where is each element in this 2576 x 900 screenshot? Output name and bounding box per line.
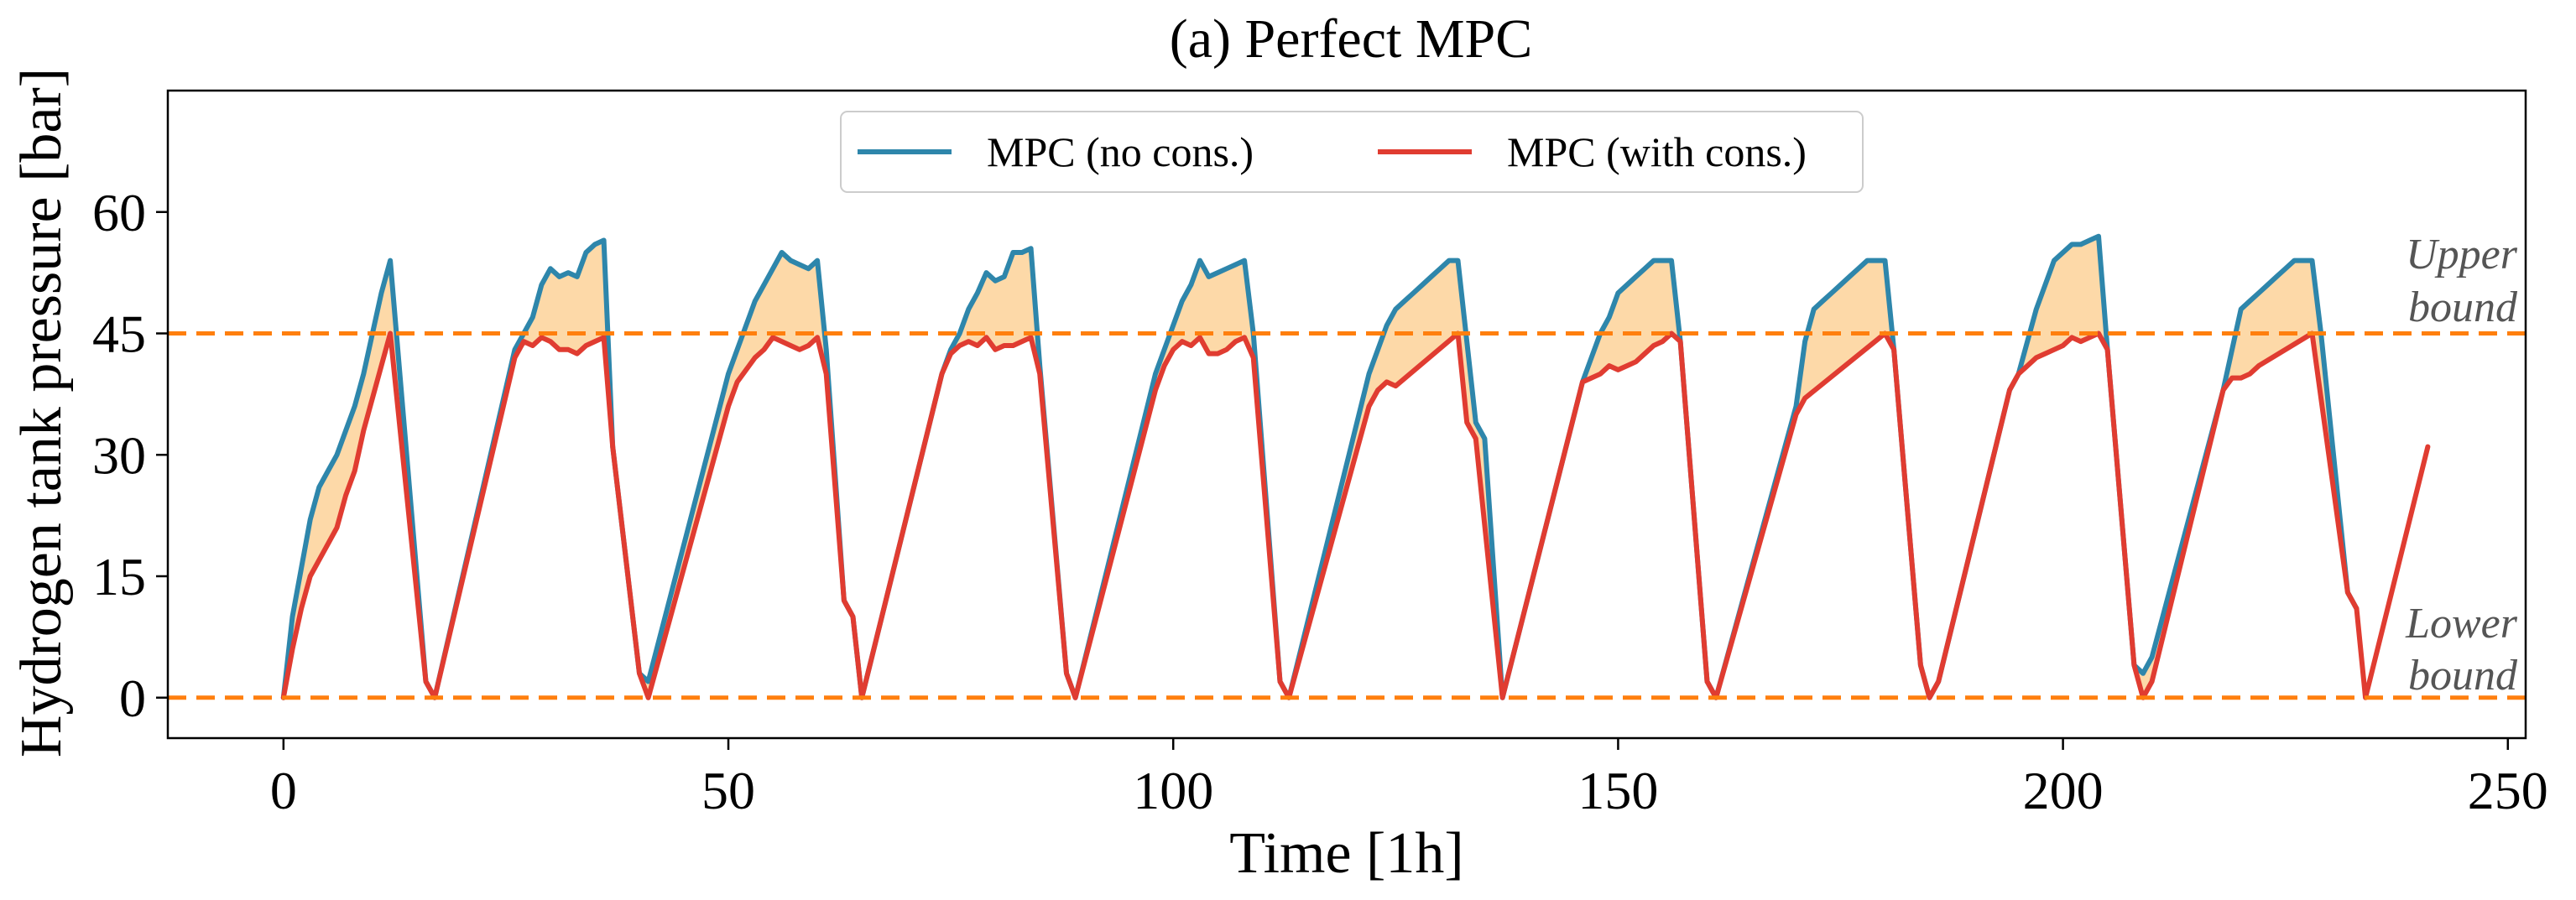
bound-labels: Upper bound Lower bound (2405, 231, 2518, 700)
y-tick-label: 30 (92, 425, 146, 485)
violation-fill-10 (2224, 260, 2348, 590)
x-tick-label: 150 (1577, 761, 1658, 820)
series-line-no-cons (280, 233, 2360, 700)
lower-bound-label-line1: Lower (2405, 600, 2518, 648)
y-tick-label: 60 (92, 183, 146, 242)
legend-box (840, 111, 1864, 193)
axis-ticks: 0 50 100 150 200 250 0 15 30 45 60 (92, 183, 2548, 820)
legend-entry-with-cons: MPC (with cons.) (1507, 128, 1807, 175)
violation-fill-2 (639, 252, 844, 698)
lower-bound-label-line2: bound (2408, 652, 2518, 700)
upper-bound-label-line2: bound (2408, 284, 2518, 331)
violation-fill-5 (1290, 260, 1502, 694)
legend: MPC (no cons.) MPC (with cons.) (840, 111, 1864, 193)
y-tick-label: 45 (92, 304, 146, 364)
y-tick-label: 15 (92, 547, 146, 606)
x-tick-label: 0 (270, 761, 297, 820)
upper-bound-label-line1: Upper (2406, 231, 2518, 278)
y-axis-label: Hydrogen tank pressure [bar] (9, 68, 74, 757)
violation-fill-6 (1583, 260, 1681, 382)
x-axis-label: Time [1h] (1229, 821, 1463, 886)
violation-fill-7 (1719, 260, 1894, 684)
series-line-with-cons (280, 330, 2431, 700)
chart-title: (a) Perfect MPC (1170, 8, 1533, 70)
plot-area (168, 233, 2526, 700)
axes-frame (166, 89, 2527, 740)
x-tick-label: 200 (2023, 761, 2104, 820)
violation-fill-4 (1077, 260, 1280, 689)
x-tick-label: 100 (1133, 761, 1213, 820)
legend-entry-no-cons: MPC (no cons.) (987, 128, 1254, 175)
x-tick-label: 50 (701, 761, 755, 820)
x-tick-label: 250 (2468, 761, 2548, 820)
y-tick-label: 0 (119, 668, 146, 728)
violation-fill-1 (438, 240, 613, 681)
violation-fill-8 (2019, 236, 2108, 374)
